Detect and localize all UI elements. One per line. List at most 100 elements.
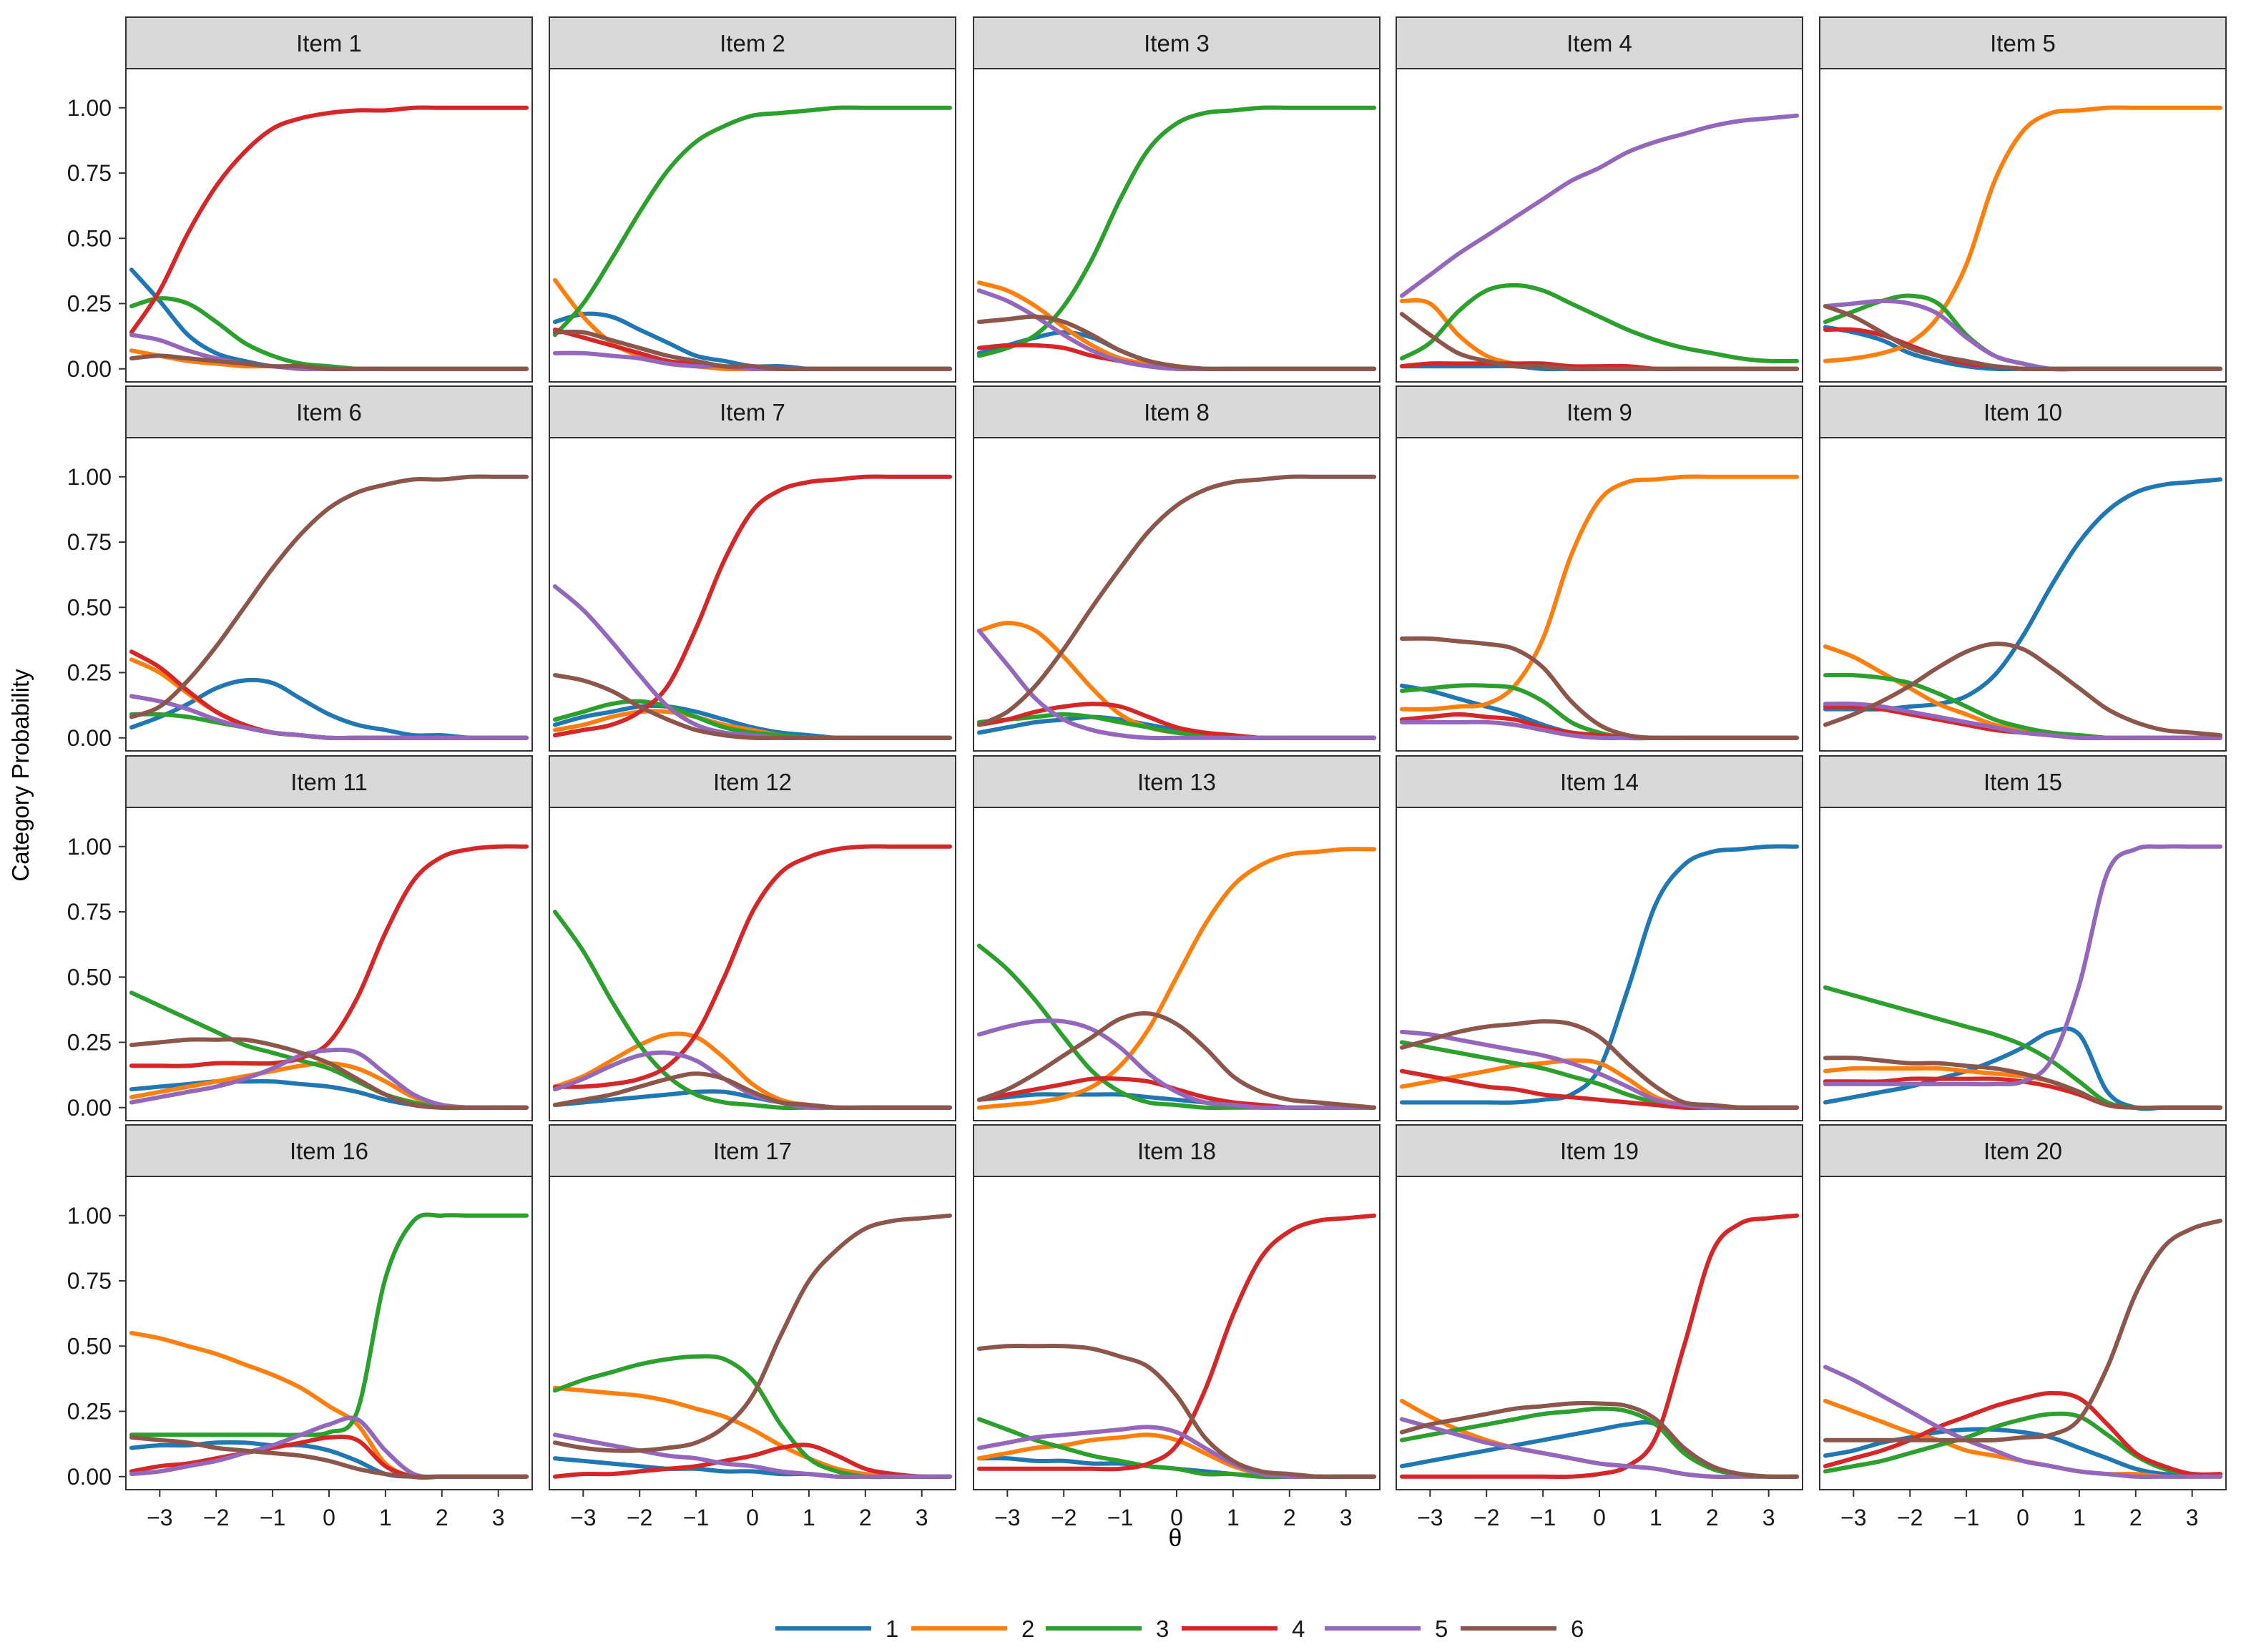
facet-panel: Item 10	[1819, 385, 2227, 752]
x-tick-label: −2	[1051, 1505, 1077, 1530]
facet-panel: Item 7	[549, 385, 956, 752]
x-tick-label: −2	[627, 1505, 652, 1530]
facet-title: Item 4	[1566, 30, 1632, 56]
y-axis-title: Category Probability	[7, 669, 34, 882]
series-line-6	[129, 1037, 529, 1111]
facet-title: Item 3	[1144, 30, 1210, 56]
x-tick-label: −1	[683, 1505, 709, 1530]
y-tick-label: 0.25	[67, 1399, 112, 1425]
y-tick-label: 1.00	[67, 464, 112, 490]
facet-panel: Item 16 0.00 0.25 0.50 0.75 1.00 −3 −2 −1 0 1 2 3	[67, 1124, 533, 1530]
facet-strip	[973, 385, 1381, 438]
facet-title: Item 9	[1566, 399, 1632, 426]
series-lines	[552, 474, 953, 741]
x-tick-label: −2	[203, 1505, 229, 1530]
panel-border	[973, 807, 1381, 1121]
panel-border	[1819, 437, 2227, 752]
facet-title: Item 18	[1137, 1138, 1216, 1164]
facet-title: Item 13	[1137, 769, 1216, 795]
facet-strip	[1396, 1124, 1803, 1177]
x-tick-label: 0	[323, 1505, 335, 1530]
panel-border	[125, 437, 533, 752]
facet-title: Item 16	[290, 1138, 368, 1164]
series-lines	[129, 474, 529, 741]
panel-grid: Item 1 0.00 0.25 0.50 0.75 1.00 Item 2 Item 3 It…	[67, 16, 2227, 1530]
facet-strip	[1819, 1124, 2227, 1177]
x-tick-label: −3	[570, 1505, 596, 1530]
facet-panel: Item 3	[973, 16, 1381, 383]
series-line-6	[976, 314, 1377, 372]
facet-title: Item 7	[720, 399, 785, 426]
series-line-4	[552, 1442, 953, 1480]
series-line-5	[1399, 113, 1800, 298]
facet-panel: Item 14	[1396, 755, 1803, 1121]
series-line-6	[129, 353, 529, 372]
series-line-2	[976, 847, 1377, 1110]
x-tick-label: −2	[1473, 1505, 1499, 1530]
x-tick-label: −1	[260, 1505, 285, 1530]
y-tick-label: 0.00	[67, 1464, 112, 1490]
series-line-4	[1823, 1391, 2223, 1477]
series-line-3	[1399, 282, 1800, 364]
facet-strip	[125, 16, 533, 69]
facet-strip	[973, 16, 1381, 69]
facet-title: Item 19	[1560, 1138, 1639, 1164]
panel-border	[1396, 807, 1803, 1121]
series-line-6	[552, 1213, 953, 1453]
x-axis-title: θ	[1169, 1525, 1182, 1552]
series-line-4	[129, 844, 529, 1068]
y-tick-label: 1.00	[67, 1203, 112, 1229]
panel-border	[973, 68, 1381, 383]
series-line-6	[1399, 1401, 1800, 1480]
x-tick-label: −3	[1417, 1505, 1443, 1530]
x-tick-label: −3	[1840, 1505, 1866, 1530]
legend-label: 6	[1571, 1616, 1584, 1642]
x-tick-label: 3	[2186, 1505, 2199, 1530]
y-tick-label: 0.00	[67, 1095, 112, 1121]
facet-panel: Item 4	[1396, 16, 1803, 383]
panel-border	[549, 807, 956, 1121]
panel-border	[125, 807, 533, 1121]
facet-panel: Item 8	[973, 385, 1381, 752]
series-line-3	[552, 105, 953, 338]
x-tick-label: 1	[1227, 1505, 1240, 1530]
series-lines	[552, 844, 953, 1111]
series-lines	[1399, 474, 1800, 741]
x-tick-label: 1	[803, 1505, 815, 1530]
x-tick-label: −2	[1897, 1505, 1923, 1530]
facet-title: Item 10	[1983, 399, 2062, 426]
facet-panel: Item 11 0.00 0.25 0.50 0.75 1.00	[67, 755, 533, 1121]
facet-panel: Item 13	[973, 755, 1381, 1121]
series-line-1	[1399, 844, 1800, 1105]
x-tick-label: 0	[1170, 1505, 1183, 1530]
x-tick-label: −3	[147, 1505, 172, 1530]
facet-strip	[1819, 385, 2227, 438]
x-tick-label: 1	[379, 1505, 392, 1530]
facet-strip	[125, 385, 533, 438]
facet-panel: Item 6 0.00 0.25 0.50 0.75 1.00	[67, 385, 533, 752]
series-line-4	[1399, 1213, 1800, 1480]
facet-strip	[125, 1124, 533, 1177]
series-lines	[1823, 477, 2223, 741]
series-line-4	[552, 844, 953, 1089]
x-tick-label: 1	[2073, 1505, 2086, 1530]
series-line-6	[552, 329, 953, 372]
facet-panel: Item 20 −3 −2 −1 0 1 2 3	[1819, 1124, 2227, 1530]
plot-area	[549, 1176, 956, 1490]
y-tick-label: 0.25	[67, 660, 112, 686]
series-line-5	[1823, 1365, 2223, 1480]
facet-panel: Item 5	[1819, 16, 2227, 383]
series-line-6	[1823, 304, 2223, 372]
series-line-6	[129, 1435, 529, 1480]
series-line-6	[1823, 641, 2223, 738]
x-tick-label: −1	[1530, 1505, 1556, 1530]
series-line-6	[1399, 1019, 1800, 1111]
series-line-5	[129, 694, 529, 741]
x-tick-label: 3	[1340, 1505, 1353, 1530]
x-tick-label: 3	[492, 1505, 505, 1530]
series-line-6	[976, 474, 1377, 727]
y-tick-label: 0.75	[67, 1268, 112, 1294]
facet-title: Item 14	[1560, 769, 1639, 795]
plot-area	[549, 807, 956, 1121]
x-tick-label: 0	[2016, 1505, 2029, 1530]
